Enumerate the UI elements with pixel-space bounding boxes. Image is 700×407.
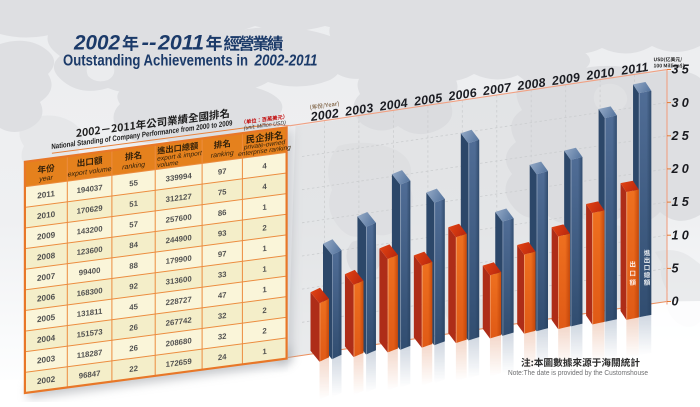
svg-text:2002-2011: 2002-2011 xyxy=(254,53,318,70)
svg-text:2009: 2009 xyxy=(37,230,56,241)
svg-text:5: 5 xyxy=(672,262,682,276)
svg-text:year: year xyxy=(38,175,53,184)
svg-text:339994: 339994 xyxy=(166,171,193,183)
svg-text:Note:The date is provided by t: Note:The date is provided by the Customs… xyxy=(508,370,648,377)
svg-text:313600: 313600 xyxy=(166,274,193,286)
svg-text:55: 55 xyxy=(129,178,138,188)
svg-text:ranking: ranking xyxy=(122,161,145,171)
svg-text:97: 97 xyxy=(218,249,227,259)
svg-text:Outstanding Achievements in: Outstanding Achievements in xyxy=(63,53,248,70)
svg-text:2: 2 xyxy=(262,326,267,336)
svg-text:151573: 151573 xyxy=(77,327,104,339)
svg-text:volume: volume xyxy=(157,160,179,170)
svg-text:86: 86 xyxy=(218,208,227,218)
svg-text:244900: 244900 xyxy=(166,233,193,245)
svg-text:96847: 96847 xyxy=(79,369,101,381)
svg-text:1: 1 xyxy=(262,202,267,212)
svg-text:267742: 267742 xyxy=(166,315,193,327)
svg-text:88: 88 xyxy=(129,261,138,271)
svg-text:4: 4 xyxy=(262,182,267,192)
svg-text:0: 0 xyxy=(672,295,682,309)
svg-text:97: 97 xyxy=(218,167,227,177)
svg-text:1: 1 xyxy=(262,264,267,274)
svg-text:22: 22 xyxy=(129,364,138,374)
svg-text:2007: 2007 xyxy=(481,80,513,98)
svg-text:257600: 257600 xyxy=(166,212,193,224)
svg-text:45: 45 xyxy=(129,302,138,312)
svg-text:2002: 2002 xyxy=(37,375,56,386)
svg-text:123600: 123600 xyxy=(77,245,104,257)
svg-text:2011: 2011 xyxy=(37,189,55,200)
svg-text:1: 1 xyxy=(262,347,267,357)
svg-text:172659: 172659 xyxy=(166,357,193,369)
svg-text:30: 30 xyxy=(672,96,692,110)
svg-text:2: 2 xyxy=(262,223,267,233)
svg-text:57: 57 xyxy=(129,219,138,229)
svg-text:32: 32 xyxy=(218,311,227,321)
svg-text:312127: 312127 xyxy=(166,192,193,204)
svg-text:2010: 2010 xyxy=(584,65,615,83)
svg-text:ranking: ranking xyxy=(211,150,234,160)
svg-text:84: 84 xyxy=(129,240,138,250)
svg-text:2004: 2004 xyxy=(378,96,409,114)
svg-text:1: 1 xyxy=(262,285,267,295)
svg-text:2011: 2011 xyxy=(157,32,204,55)
svg-text:2005: 2005 xyxy=(37,313,56,324)
svg-text:20: 20 xyxy=(671,162,692,176)
svg-text:168300: 168300 xyxy=(77,286,104,298)
svg-text:33: 33 xyxy=(218,270,227,280)
svg-text:4: 4 xyxy=(262,161,267,171)
svg-text:2008: 2008 xyxy=(516,75,547,93)
svg-text:2006: 2006 xyxy=(447,86,478,104)
svg-text:143200: 143200 xyxy=(77,224,104,236)
svg-text:93: 93 xyxy=(218,228,227,238)
svg-text:25: 25 xyxy=(671,129,692,143)
svg-text:26: 26 xyxy=(129,343,138,353)
svg-text:--: -- xyxy=(142,32,157,55)
svg-text:32: 32 xyxy=(218,331,227,341)
svg-text:131811: 131811 xyxy=(77,307,103,319)
svg-text:15: 15 xyxy=(672,195,692,209)
svg-text:10: 10 xyxy=(672,228,692,242)
svg-text:2008: 2008 xyxy=(37,251,56,262)
svg-text:194037: 194037 xyxy=(77,183,104,195)
svg-text:170629: 170629 xyxy=(77,203,104,215)
svg-text:179900: 179900 xyxy=(166,254,193,266)
svg-text:51: 51 xyxy=(129,199,138,209)
svg-text:2006: 2006 xyxy=(37,292,56,303)
svg-text:92: 92 xyxy=(129,281,138,291)
svg-text:2011: 2011 xyxy=(619,60,649,78)
svg-text:228727: 228727 xyxy=(166,295,193,307)
svg-text:2002: 2002 xyxy=(309,106,340,124)
svg-text:2004: 2004 xyxy=(37,333,56,344)
svg-text:2002: 2002 xyxy=(73,32,120,55)
svg-text:2005: 2005 xyxy=(412,91,444,109)
svg-text:1: 1 xyxy=(262,244,267,254)
svg-text:24: 24 xyxy=(218,352,227,362)
svg-text:47: 47 xyxy=(218,290,227,300)
svg-text:2010: 2010 xyxy=(37,210,56,221)
svg-text:2003: 2003 xyxy=(37,354,56,365)
svg-text:2: 2 xyxy=(262,306,267,316)
svg-text:208680: 208680 xyxy=(166,336,193,348)
svg-text:99400: 99400 xyxy=(79,266,101,278)
svg-text:(unit: Million USD): (unit: Million USD) xyxy=(244,120,286,132)
svg-text:2007: 2007 xyxy=(37,272,56,283)
svg-text:118287: 118287 xyxy=(77,348,103,360)
svg-text:2009: 2009 xyxy=(550,70,581,88)
svg-text:26: 26 xyxy=(129,323,138,333)
svg-text:75: 75 xyxy=(218,187,227,197)
svg-text:2003: 2003 xyxy=(343,101,374,119)
